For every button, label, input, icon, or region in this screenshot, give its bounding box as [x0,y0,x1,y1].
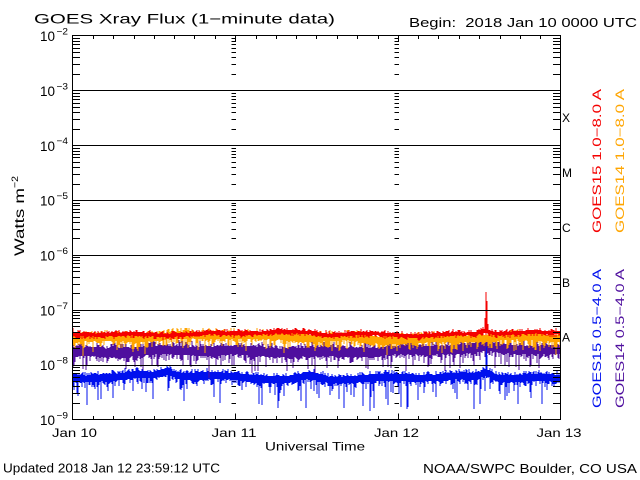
svg-text:10: 10 [40,84,55,99]
svg-text:−7: −7 [57,301,69,312]
svg-text:NOAA/SWPC Boulder, CO USA: NOAA/SWPC Boulder, CO USA [423,461,637,476]
svg-text:GOES14 0.5−4.0 A: GOES14 0.5−4.0 A [613,269,627,408]
svg-text:Jan 10: Jan 10 [52,426,97,440]
svg-text:10: 10 [40,139,55,154]
svg-text:Begin: 2018 Jan 10 0000 UTC: Begin: 2018 Jan 10 0000 UTC [409,15,637,30]
svg-text:10: 10 [40,194,55,209]
svg-text:−4: −4 [57,136,69,147]
svg-text:−8: −8 [57,356,69,367]
svg-text:Jan 11: Jan 11 [212,426,257,440]
svg-text:M: M [562,166,572,180]
svg-text:Watts m: Watts m [12,188,27,256]
svg-text:−2: −2 [10,176,21,188]
svg-text:−9: −9 [57,411,69,422]
svg-text:X: X [562,111,570,125]
svg-text:GOES15 1.0−8.0 A: GOES15 1.0−8.0 A [590,89,604,233]
svg-text:C: C [562,221,571,235]
svg-text:GOES14 1.0−8.0 A: GOES14 1.0−8.0 A [613,89,627,233]
svg-text:Jan 12: Jan 12 [374,426,419,440]
svg-text:GOES15 0.5−4.0 A: GOES15 0.5−4.0 A [590,269,604,408]
svg-text:Universal Time: Universal Time [265,440,365,454]
svg-text:10: 10 [40,303,55,318]
svg-text:A: A [562,331,570,345]
svg-text:GOES Xray Flux (1−minute data): GOES Xray Flux (1−minute data) [34,11,335,27]
svg-text:−6: −6 [57,246,69,257]
svg-text:10: 10 [40,413,55,428]
svg-text:−3: −3 [57,81,69,92]
svg-text:10: 10 [40,358,55,373]
svg-text:10: 10 [40,29,55,44]
svg-text:B: B [562,276,570,290]
svg-text:10: 10 [40,249,55,264]
svg-text:Updated 2018 Jan 12 23:59:12 U: Updated 2018 Jan 12 23:59:12 UTC [3,461,220,476]
svg-text:−5: −5 [57,191,69,202]
svg-text:−2: −2 [57,27,69,38]
svg-text:Jan 13: Jan 13 [537,426,582,440]
